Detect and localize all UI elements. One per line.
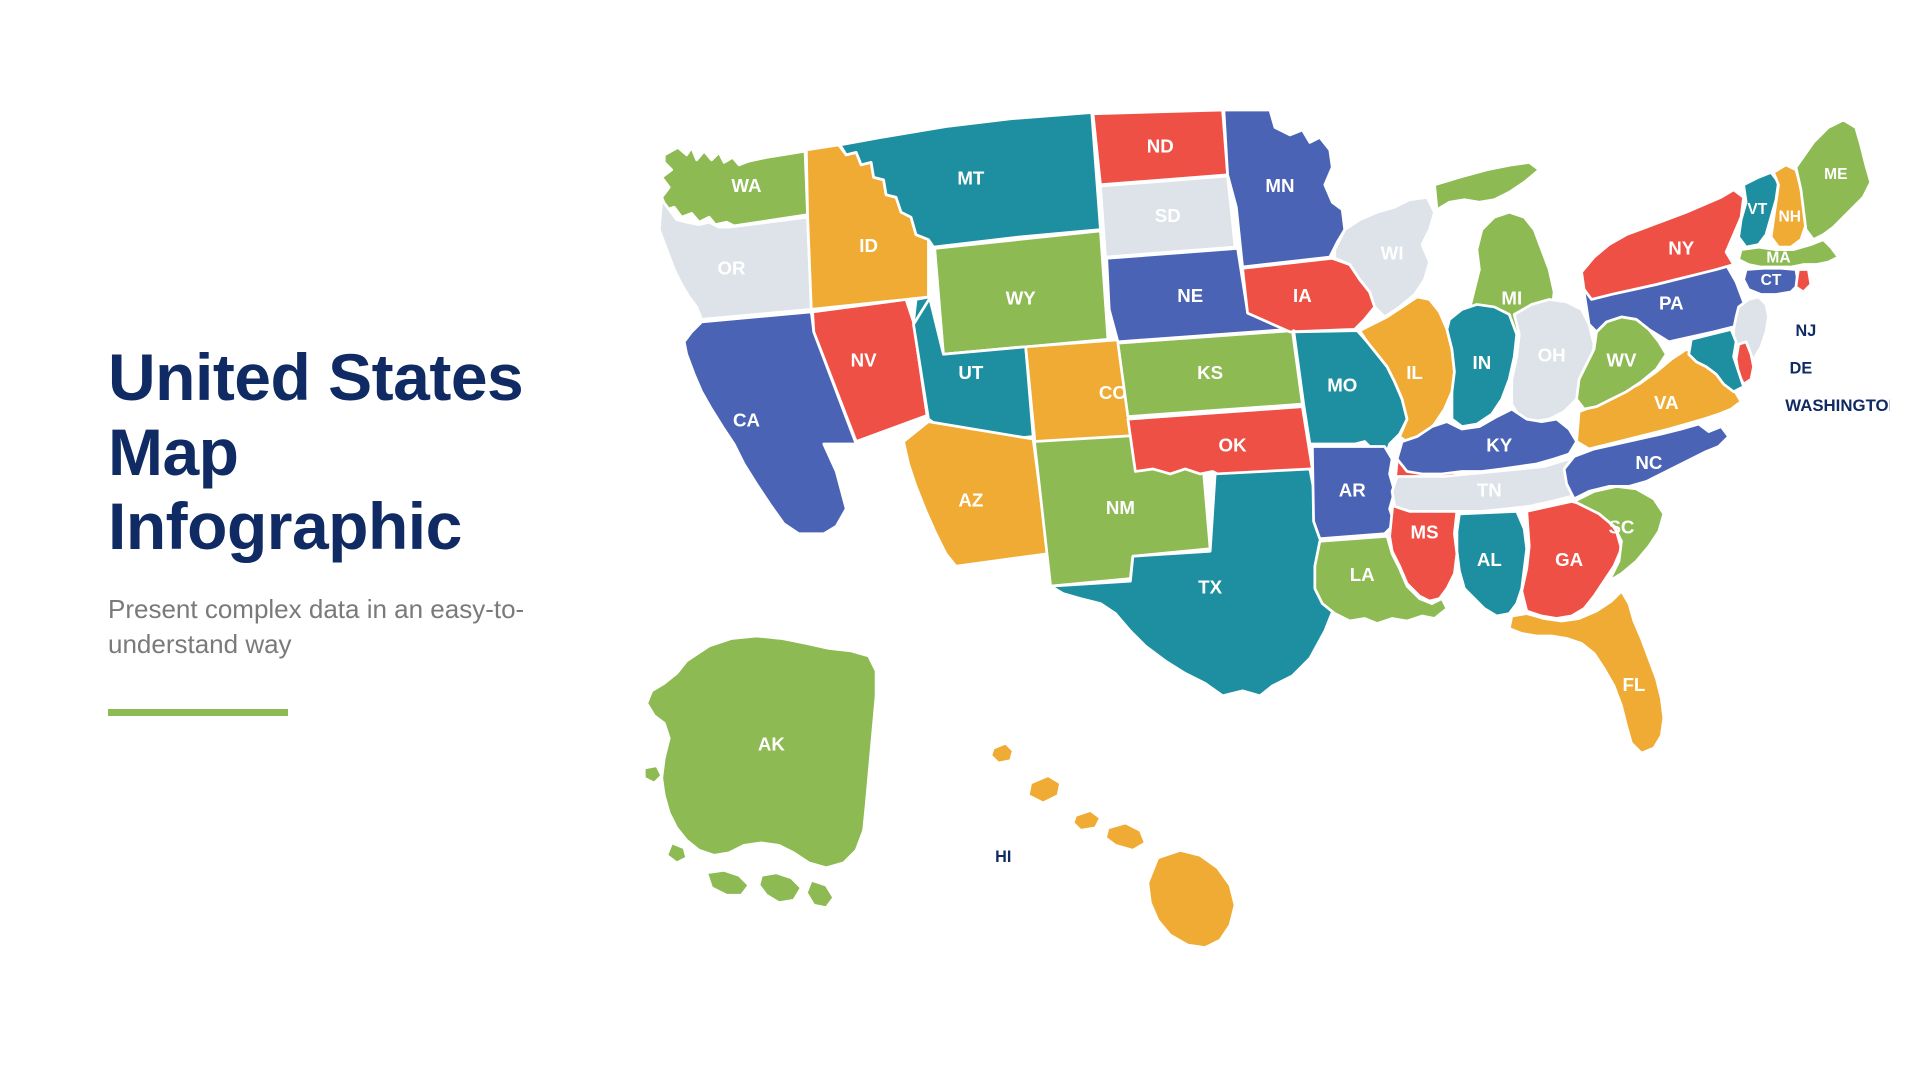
state-shape-wi[interactable]	[1333, 195, 1436, 319]
state-shape-vt[interactable]	[1737, 170, 1780, 249]
state-shape-sd[interactable]	[1099, 174, 1237, 259]
page-title-line-2: Map	[108, 414, 239, 489]
state-shape-wa[interactable]	[660, 146, 809, 228]
united-states-map: WA OR CA NV ID MT	[642, 110, 1890, 949]
state-shape-ok[interactable]	[1126, 405, 1314, 478]
state-nd[interactable]: ND	[1091, 110, 1229, 187]
state-az[interactable]: AZ	[902, 420, 1050, 568]
state-shape-sc[interactable]	[1572, 485, 1666, 583]
state-ar[interactable]: AR	[1310, 445, 1396, 541]
state-label-hi: HI	[995, 848, 1011, 866]
state-mn[interactable]: MN	[1222, 110, 1347, 269]
title-panel: United States Map Infographic Present comp…	[108, 340, 648, 717]
state-ks[interactable]: KS	[1116, 329, 1304, 418]
state-wy[interactable]: WY	[933, 229, 1110, 356]
state-shape-va[interactable]	[1575, 347, 1743, 451]
state-shape-hi[interactable]	[989, 741, 1237, 949]
state-shape-al[interactable]	[1455, 509, 1529, 618]
state-sd[interactable]: SD	[1099, 174, 1237, 259]
state-shape-md[interactable]	[1687, 327, 1745, 394]
state-shape-ak[interactable]	[642, 634, 878, 910]
state-shape-ca[interactable]	[682, 310, 858, 536]
page-title-line-1: United States	[108, 340, 524, 414]
state-shape-ri[interactable]	[1794, 268, 1813, 294]
state-me[interactable]: ME	[1794, 118, 1873, 241]
state-shape-mt[interactable]	[838, 111, 1102, 249]
state-al[interactable]: AL	[1455, 509, 1529, 618]
accent-bar-divider	[108, 709, 288, 717]
state-shape-az[interactable]	[902, 420, 1050, 568]
map-container: WA OR CA NV ID MT	[630, 110, 1890, 970]
state-hi[interactable]	[989, 741, 1237, 949]
state-shape-fl[interactable]	[1507, 589, 1666, 755]
state-md[interactable]	[1687, 327, 1745, 394]
state-shape-tx[interactable]	[1049, 467, 1344, 698]
page-title-line-3: Infographic	[108, 489, 462, 564]
state-label-nj: NJ	[1796, 322, 1817, 340]
state-shape-wv[interactable]	[1575, 315, 1668, 411]
state-in[interactable]: IN	[1445, 303, 1519, 428]
state-label-de: DE	[1790, 360, 1813, 378]
state-fl[interactable]: FL	[1507, 589, 1666, 755]
state-shape-ma[interactable]	[1737, 238, 1840, 269]
state-shape-nc[interactable]	[1562, 422, 1731, 501]
state-shape-in[interactable]	[1445, 303, 1519, 428]
state-shape-ar[interactable]	[1310, 445, 1396, 541]
state-shape-me[interactable]	[1794, 118, 1873, 241]
state-ok[interactable]: OK	[1126, 405, 1314, 478]
page-subtitle: Present complex data in an easy-to-under…	[108, 593, 525, 659]
state-ct[interactable]: CT	[1742, 266, 1800, 296]
state-shape-mn[interactable]	[1222, 110, 1347, 269]
state-wa[interactable]: WA	[660, 146, 809, 228]
label-washington-dc: WASHINGTON, D.C.	[1785, 396, 1890, 415]
state-shape-wy[interactable]	[933, 229, 1110, 356]
state-shape-ks[interactable]	[1116, 329, 1304, 418]
state-shape-nd[interactable]	[1091, 110, 1229, 187]
state-shape-ny[interactable]	[1580, 188, 1745, 301]
state-ri[interactable]	[1794, 268, 1813, 294]
page-title: United States Map Infographic	[108, 340, 648, 564]
state-shape-ct[interactable]	[1742, 266, 1800, 296]
state-ak[interactable]: AK	[642, 634, 878, 910]
